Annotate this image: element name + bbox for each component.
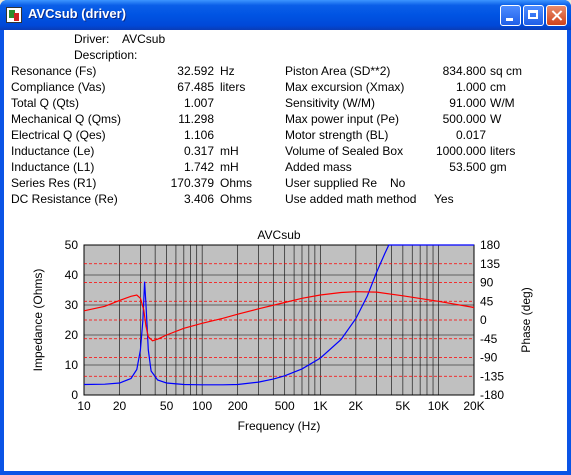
driver-label: Driver:	[74, 32, 110, 46]
param-label: Volume of Sealed Box	[285, 144, 404, 158]
param-label: Added mass	[285, 160, 352, 174]
y-tick-label: 40	[65, 268, 79, 282]
param-value: 11.298	[178, 112, 214, 126]
impedance-curve	[83, 244, 474, 386]
param-unit: W	[490, 112, 502, 126]
y2-tick-label: -45	[480, 332, 498, 346]
param-label: Piston Area (SD**2)	[285, 64, 391, 78]
x-tick-label: 500	[275, 399, 295, 413]
y-axis-label: Impedance (Ohms)	[31, 269, 45, 372]
param-value: 1.106	[183, 128, 214, 142]
param-value: 91.000	[449, 96, 486, 110]
y-tick-label: 50	[65, 238, 79, 252]
param-value: 834.800	[442, 64, 486, 78]
param-label: Total Q (Qts)	[11, 96, 80, 110]
param-label: Resonance (Fs)	[11, 64, 97, 78]
y2-tick-label: 135	[480, 257, 500, 271]
param-value: 0.317	[183, 144, 214, 158]
param-value: 32.592	[177, 64, 214, 78]
param-value: 0.017	[455, 128, 486, 142]
y-tick-label: 10	[65, 358, 79, 372]
param-label: Max power input (Pe)	[285, 112, 400, 126]
param-label: Max excursion (Xmax)	[285, 80, 405, 94]
maximize-button[interactable]	[523, 5, 544, 26]
x-tick-label: 5K	[396, 399, 411, 413]
impedance-chart: 10 20 50 100 200 500 1K 2K 5K 10K 20K01020304050-1…	[31, 228, 533, 433]
x-tick-label: 20	[113, 399, 127, 413]
title-bar[interactable]: AVCsub (driver)	[0, 0, 571, 30]
param-unit: cm	[490, 80, 506, 94]
app-icon[interactable]	[6, 7, 22, 23]
param-label: Series Res (R1)	[11, 176, 97, 190]
window-title: AVCsub (driver)	[28, 6, 126, 21]
y-tick-label: 20	[65, 328, 79, 342]
param-label: Mechanical Q (Qms)	[11, 112, 122, 126]
x-axis-label: Frequency (Hz)	[238, 419, 321, 433]
param-unit: liters	[490, 144, 516, 158]
x-tick-label: 10K	[428, 399, 449, 413]
y2-tick-label: -90	[480, 351, 498, 365]
client-area: Driver: AVCsub Description: Resonance (F…	[4, 30, 567, 471]
param-label: Inductance (L1)	[11, 160, 95, 174]
param-label: DC Resistance (Re)	[11, 192, 118, 206]
param-value: 170.379	[170, 176, 214, 190]
y2-tick-label: -135	[480, 369, 504, 383]
param-label: Inductance (Le)	[11, 144, 95, 158]
param-unit: liters	[220, 80, 246, 94]
driver-value: AVCsub	[122, 32, 166, 46]
param-value: 1000.000	[435, 144, 486, 158]
param-unit: mH	[220, 160, 239, 174]
x-tick-label: 100	[192, 399, 212, 413]
y-tick-label: 30	[65, 298, 79, 312]
y2-tick-label: 0	[480, 313, 487, 327]
param-label: Compliance (Vas)	[11, 80, 106, 94]
param-value: Yes	[434, 192, 454, 206]
x-tick-label: 10	[77, 399, 91, 413]
param-value: 1.000	[455, 80, 486, 94]
x-tick-label: 200	[228, 399, 248, 413]
param-label: Sensitivity (W/M)	[285, 96, 375, 110]
x-tick-label: 20K	[463, 399, 484, 413]
y2-tick-label: 45	[480, 294, 494, 308]
y2-tick-label: 180	[480, 238, 500, 252]
y2-axis-label: Phase (deg)	[519, 287, 533, 352]
description-label: Description:	[74, 48, 138, 62]
param-unit: Ohms	[220, 176, 253, 190]
param-value: 67.485	[177, 80, 214, 94]
param-label: Use added math method	[285, 192, 417, 206]
param-label: User supplied Re	[285, 176, 378, 190]
param-value: 53.500	[449, 160, 486, 174]
phase-curve	[83, 291, 475, 342]
param-unit: sq cm	[490, 64, 523, 78]
y2-tick-label: 90	[480, 276, 494, 290]
close-button[interactable]	[546, 5, 567, 26]
chart-title: AVCsub	[257, 228, 300, 242]
param-unit: mH	[220, 144, 239, 158]
param-value: No	[390, 176, 406, 190]
param-value: 3.406	[183, 192, 214, 206]
param-value: 1.007	[183, 96, 214, 110]
param-unit: W/M	[490, 96, 515, 110]
param-label: Electrical Q (Qes)	[11, 128, 106, 142]
x-tick-label: 50	[160, 399, 174, 413]
param-label: Motor strength (BL)	[285, 128, 389, 142]
x-tick-label: 1K	[313, 399, 328, 413]
param-unit: gm	[490, 160, 507, 174]
y-tick-label: 0	[71, 388, 78, 402]
param-unit: Ohms	[220, 192, 253, 206]
y2-tick-label: -180	[480, 388, 504, 402]
param-value: 500.000	[442, 112, 486, 126]
x-tick-label: 2K	[349, 399, 364, 413]
param-unit: Hz	[220, 64, 235, 78]
param-value: 1.742	[183, 160, 214, 174]
minimize-button[interactable]	[500, 5, 521, 26]
